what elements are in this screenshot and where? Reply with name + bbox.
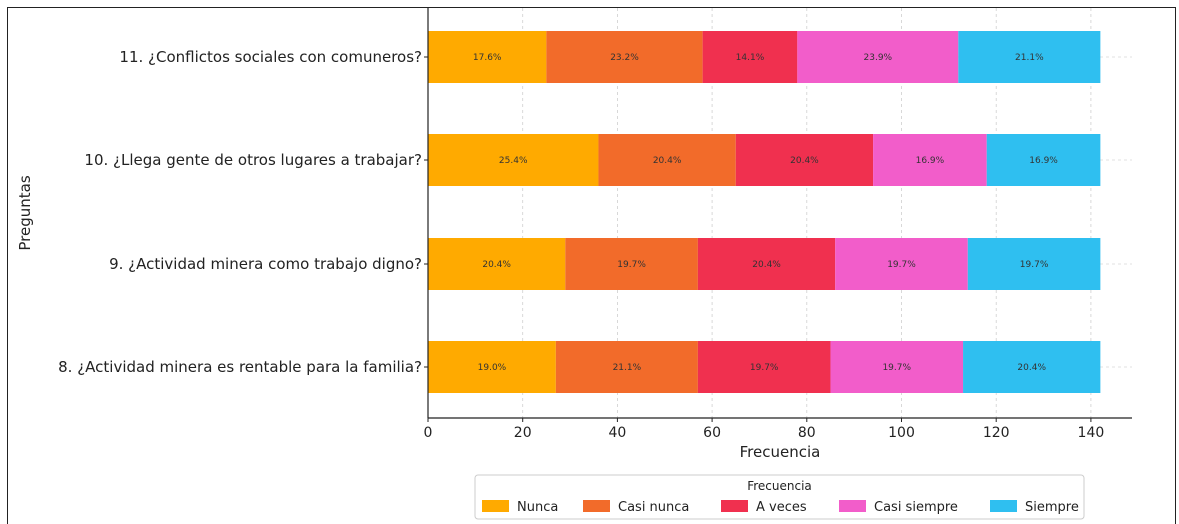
bar-segment	[697, 341, 831, 393]
bar-value-label: 16.9%	[916, 156, 945, 166]
bar-value-label: 19.7%	[750, 363, 779, 373]
legend-swatch	[990, 500, 1017, 512]
legend-label: Siempre	[1025, 500, 1079, 515]
x-axis-title: Frecuencia	[740, 443, 821, 461]
bar-segment	[986, 134, 1101, 186]
bar-value-label: 20.4%	[1017, 363, 1046, 373]
category-labels: 11. ¿Conflictos sociales con comuneros? 1…	[58, 48, 422, 376]
legend-title: Frecuencia	[747, 479, 812, 493]
bar-segment	[546, 31, 703, 83]
bar-value-label: 19.7%	[887, 260, 916, 270]
x-tick-label: 60	[703, 425, 721, 441]
legend-box	[474, 474, 1085, 520]
bar-segment	[835, 238, 968, 290]
legend-label: Nunca	[517, 500, 558, 515]
legend-swatch	[583, 500, 610, 512]
bar-segment	[555, 341, 698, 393]
bar-value-label: 17.6%	[473, 53, 502, 63]
bar-value-label: 20.4%	[790, 156, 819, 166]
bar-segment	[428, 31, 547, 83]
category-label: 11. ¿Conflictos sociales con comuneros?	[119, 48, 422, 66]
bar-value-label: 20.4%	[653, 156, 682, 166]
y-axis-title: Preguntas	[16, 175, 34, 250]
x-tick-labels: 0 20 40 60 80 100 120 140	[424, 425, 1105, 441]
legend-items: Nunca Casi nunca A veces Casi siempre Siempr…	[482, 500, 1079, 515]
bar-segment	[958, 31, 1101, 83]
bar-value-label: 20.4%	[482, 260, 511, 270]
bar-value-label: 14.1%	[736, 53, 765, 63]
bar-value-label: 19.7%	[617, 260, 646, 270]
bar-value-label: 19.7%	[1020, 260, 1049, 270]
bar-value-label: 25.4%	[499, 156, 528, 166]
bar-value-label: 21.1%	[613, 363, 642, 373]
bar-segment	[702, 31, 798, 83]
bar-segment	[830, 341, 964, 393]
bar-segment	[967, 238, 1101, 290]
axes	[424, 8, 1132, 422]
x-tick-label: 0	[424, 425, 433, 441]
bar-segment	[697, 238, 836, 290]
bar-value-label: 20.4%	[752, 260, 781, 270]
bar-segment	[428, 341, 556, 393]
bar-segment	[428, 238, 566, 290]
legend-swatch	[721, 500, 748, 512]
x-tick-label: 40	[608, 425, 626, 441]
bar-value-label: 19.7%	[882, 363, 911, 373]
legend: Frecuencia Nunca Casi nunca A veces Casi si…	[474, 474, 1085, 520]
bar-value-label: 21.1%	[1015, 53, 1044, 63]
bar-segment	[735, 134, 874, 186]
bar-segment	[428, 134, 599, 186]
bar-value-label: 19.0%	[478, 363, 507, 373]
category-label: 10. ¿Llega gente de otros lugares a trab…	[84, 151, 422, 169]
x-tick-label: 100	[888, 425, 915, 441]
x-tick-label: 120	[983, 425, 1010, 441]
bars: 17.6% 23.2% 14.1% 23.9% 21.1% 25.4% 20.4% 20.4%…	[428, 31, 1101, 393]
bar-value-label: 16.9%	[1029, 156, 1058, 166]
category-label: 9. ¿Actividad minera como trabajo digno?	[109, 255, 422, 273]
legend-swatch	[482, 500, 509, 512]
legend-label: Casi siempre	[874, 500, 958, 515]
bar-segment	[598, 134, 736, 186]
bar-value-label: 23.2%	[610, 53, 639, 63]
bar-segment	[797, 31, 959, 83]
legend-label: A veces	[756, 500, 807, 515]
figure-frame	[7, 7, 1176, 524]
x-tick-label: 140	[1078, 425, 1105, 441]
bar-segment	[963, 341, 1101, 393]
bar-segment	[565, 238, 698, 290]
bar-segment	[873, 134, 987, 186]
bar-value-label: 23.9%	[864, 53, 893, 63]
legend-swatch	[839, 500, 866, 512]
x-tick-label: 80	[798, 425, 816, 441]
x-tick-label: 20	[514, 425, 532, 441]
legend-label: Casi nunca	[618, 500, 689, 515]
category-label: 8. ¿Actividad minera es rentable para la…	[58, 358, 422, 376]
